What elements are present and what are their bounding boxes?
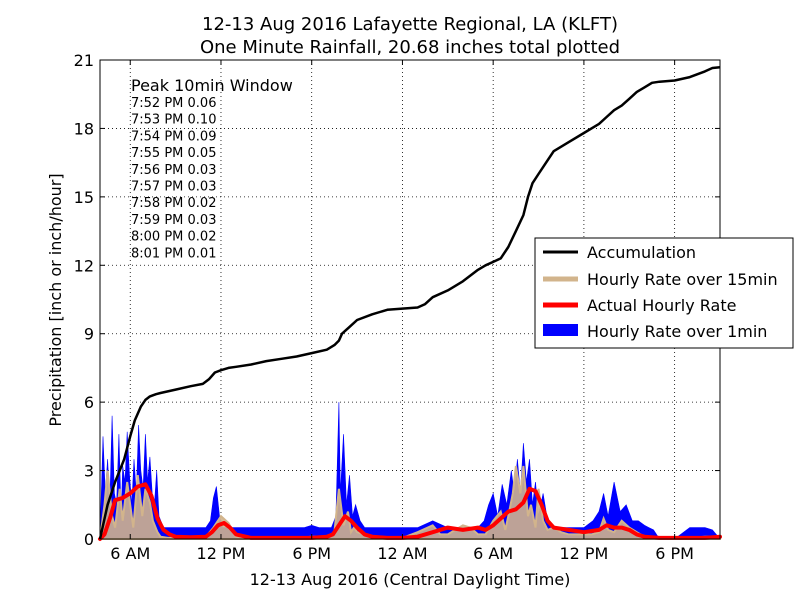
actual-rate-series [98,482,722,541]
peak-window-entry-8: 8:00 PM 0.02 [131,230,216,245]
series-actual-rate-line [98,482,722,541]
peak-window-entry-4: 7:56 PM 0.03 [131,163,216,178]
peak-window-entry-5: 7:57 PM 0.03 [131,180,216,195]
peak-window-title: Peak 10min Window [131,76,293,95]
x-tick-label-3: 12 AM [377,544,427,563]
legend-label-rate-1min: Hourly Rate over 1min [587,322,767,341]
y-tick-label-3: 9 [84,325,94,344]
legend-label-actual-rate: Actual Hourly Rate [587,296,736,315]
x-axis-ticks: 6 AM 12 PM 6 PM 12 AM 6 AM 12 PM 6 PM [110,60,694,563]
peak-window-entry-3: 7:55 PM 0.05 [131,146,216,161]
x-tick-label-4: 6 AM [473,544,513,563]
x-axis-label: 12-13 Aug 2016 (Central Daylight Time) [250,570,571,589]
x-tick-label-5: 12 PM [559,544,608,563]
y-axis-label: Precipitation [inch or inch/hour] [46,173,65,426]
peak-window-entries: 7:52 PM 0.06 7:53 PM 0.107:54 PM 0.09 7:55… [131,96,216,261]
peak-window-annotation: Peak 10min Window 7:52 PM 0.06 7:53 PM 0.… [131,76,293,261]
y-tick-label-2: 6 [84,393,94,412]
chart-title-line1: 12-13 Aug 2016 Lafayette Regional, LA (K… [202,14,618,35]
peak-window-entry-1: 7:53 PM 0.10 [131,113,216,128]
y-axis-ticks: 0 3 6 9 12 15 18 21 [74,51,720,549]
legend: Accumulation Hourly Rate over 15min Actu… [534,237,794,349]
peak-window-entry-9: 8:01 PM 0.01 [131,246,216,261]
peak-window-entry-2: 7:54 PM 0.09 [131,129,216,144]
x-tick-label-0: 6 AM [110,544,150,563]
y-tick-label-1: 3 [84,462,94,481]
legend-label-accumulation: Accumulation [587,243,696,262]
y-tick-label-5: 15 [74,188,94,207]
legend-label-rate-15min: Hourly Rate over 15min [587,270,778,289]
y-tick-label-6: 18 [74,119,94,138]
chart-title-line2: One Minute Rainfall, 20.68 inches total … [200,37,620,58]
y-tick-label-7: 21 [74,51,94,70]
peak-window-entry-0: 7:52 PM 0.06 [131,96,216,111]
peak-window-entry-7: 7:59 PM 0.03 [131,213,216,228]
x-tick-label-1: 12 PM [197,544,246,563]
peak-window-entry-6: 7:58 PM 0.02 [131,196,216,211]
x-tick-label-6: 6 PM [655,544,694,563]
y-tick-label-0: 0 [84,530,94,549]
series-accumulation-line [98,66,721,540]
legend-swatch-rate-1min [543,324,578,336]
x-tick-label-2: 6 PM [292,544,331,563]
y-tick-label-4: 12 [74,256,94,275]
accumulation-series [98,66,721,540]
